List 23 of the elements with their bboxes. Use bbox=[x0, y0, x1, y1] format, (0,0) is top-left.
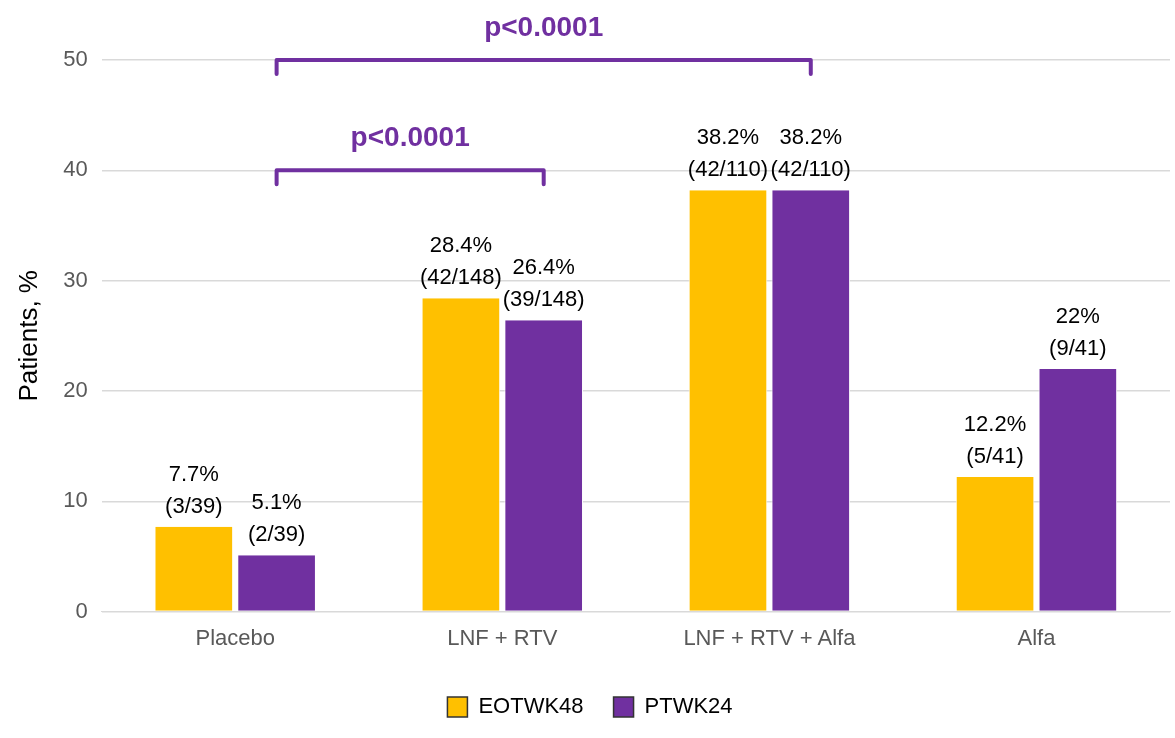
data-label: 22% (9/41) bbox=[1049, 302, 1107, 360]
y-tick-label: 0 bbox=[75, 597, 88, 623]
text: p<0.0001 bbox=[484, 11, 604, 42]
data-label: 38.2% (42/110) bbox=[770, 124, 851, 182]
x-tick-label: Placebo bbox=[195, 624, 275, 650]
data-label: 12.2% (5/41) bbox=[963, 411, 1027, 469]
data-label: 5.1% (2/39) bbox=[247, 489, 306, 547]
legend-label: EOTWK48 bbox=[478, 693, 584, 719]
annotation: p<0.0001 bbox=[350, 121, 470, 153]
x-tick-label: Alfa bbox=[1017, 624, 1057, 650]
y-axis-title: Patients, % bbox=[12, 270, 43, 402]
y-tick-label: 20 bbox=[63, 377, 88, 403]
data-label: 7.7% (3/39) bbox=[165, 460, 223, 518]
data-label: 26.4% (39/148) bbox=[502, 254, 585, 312]
y-tick-label: 40 bbox=[63, 156, 88, 182]
y-tick-label: 30 bbox=[63, 266, 88, 292]
data-label: 28.4% (42/148) bbox=[419, 232, 502, 290]
data-label: 38.2% (42/110) bbox=[687, 124, 769, 182]
y-tick-label: 50 bbox=[63, 46, 88, 72]
x-tick-label: LNF + RTV bbox=[447, 624, 558, 650]
legend-label: PTWK24 bbox=[644, 693, 733, 719]
x-tick-label: LNF + RTV + Alfa bbox=[683, 624, 857, 650]
y-tick-label: 10 bbox=[63, 487, 88, 513]
